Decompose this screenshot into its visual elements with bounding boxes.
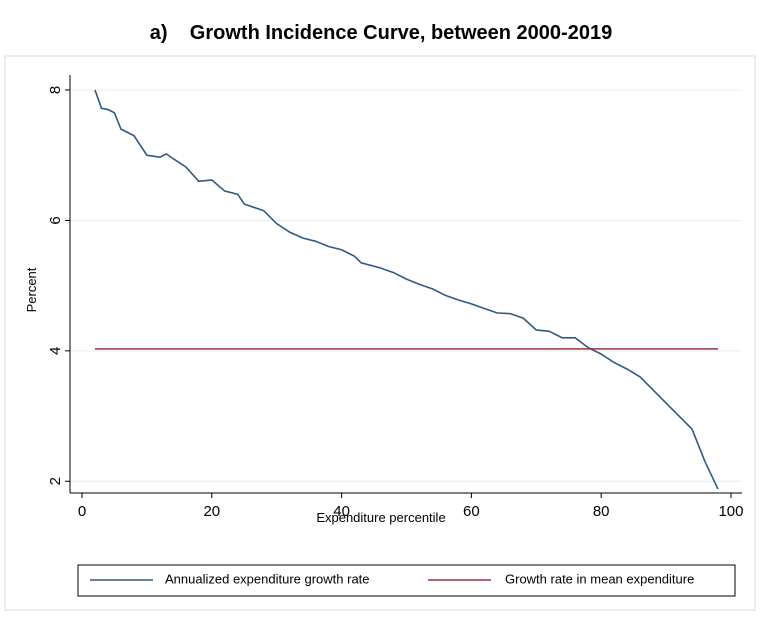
legend-label: Growth rate in mean expenditure <box>505 571 694 586</box>
x-tick-label: 20 <box>203 503 220 520</box>
x-tick-label: 60 <box>463 503 480 520</box>
y-tick-label: 6 <box>47 216 64 224</box>
x-axis-label: Expenditure percentile <box>316 510 445 525</box>
y-tick-label: 2 <box>47 477 64 485</box>
chart-title: a) Growth Incidence Curve, between 2000-… <box>150 22 612 44</box>
x-tick-label: 80 <box>593 503 610 520</box>
data-line <box>94 89 719 490</box>
x-tick-label: 40 <box>333 503 350 520</box>
y-axis-label: Percent <box>24 267 39 312</box>
x-tick-label: 100 <box>718 503 743 520</box>
legend-label: Annualized expenditure growth rate <box>165 571 370 586</box>
y-tick-label: 4 <box>47 347 64 355</box>
y-tick-label: 8 <box>47 86 64 94</box>
legend-box <box>77 564 736 597</box>
graph-frame <box>4 55 756 611</box>
x-tick-label: 0 <box>78 503 86 520</box>
